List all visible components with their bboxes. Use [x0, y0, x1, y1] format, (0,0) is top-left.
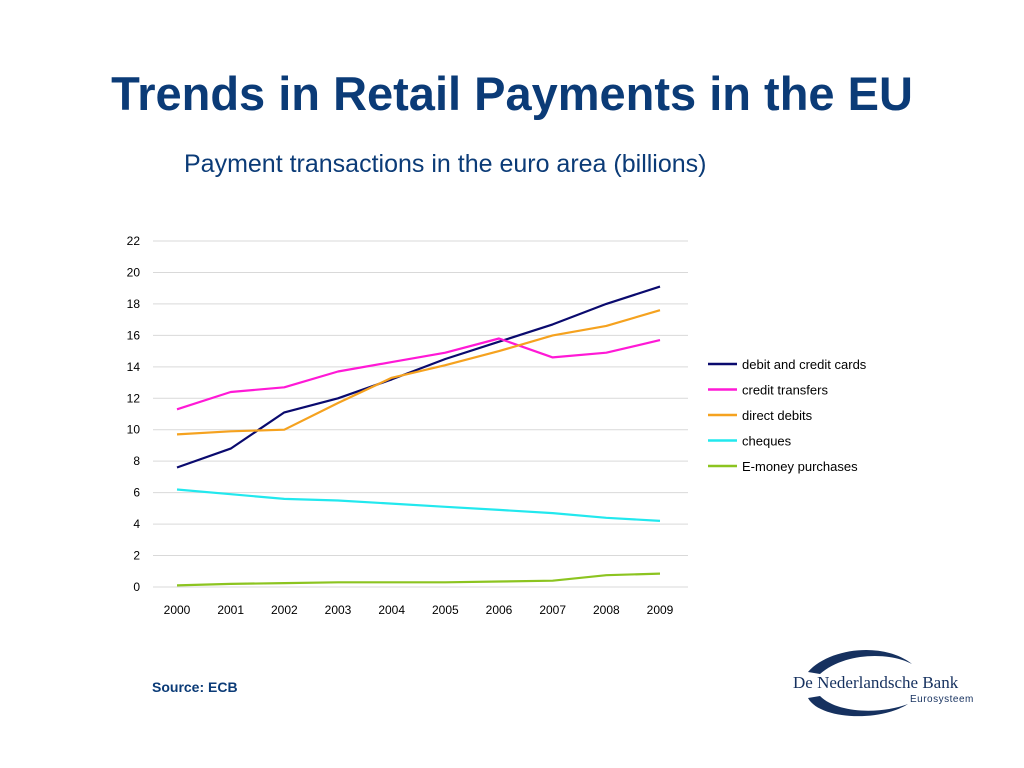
dnb-logo-arcs-icon: [808, 650, 912, 717]
chart-grid: [153, 240, 688, 588]
series-line-0: [176, 285, 661, 469]
legend-label-4: E-money purchases: [742, 459, 858, 474]
x-tick-label: 2000: [164, 603, 191, 617]
series-line-1: [176, 337, 661, 411]
y-tick-label: 20: [127, 265, 141, 279]
y-tick-label: 16: [127, 328, 141, 342]
x-tick-label: 2005: [432, 603, 459, 617]
series-line-4: [176, 572, 661, 587]
dnb-logo-name: De Nederlandsche Bank: [793, 673, 959, 692]
legend-label-3: cheques: [742, 434, 792, 449]
y-tick-label: 10: [127, 423, 141, 437]
y-tick-label: 22: [127, 234, 141, 248]
y-tick-label: 18: [127, 297, 141, 311]
y-tick-label: 12: [127, 391, 141, 405]
source-note: Source: ECB: [152, 679, 238, 695]
y-tick-label: 2: [133, 549, 140, 563]
chart-series: [176, 285, 661, 587]
y-tick-label: 14: [127, 360, 141, 374]
x-tick-label: 2002: [271, 603, 298, 617]
dnb-logo-sub: Eurosysteem: [910, 694, 974, 705]
x-tick-label: 2009: [647, 603, 674, 617]
y-tick-label: 8: [133, 454, 140, 468]
x-tick-label: 2004: [378, 603, 405, 617]
x-tick-label: 2007: [539, 603, 566, 617]
y-tick-label: 4: [133, 517, 140, 531]
x-axis-ticks: 2000 2001 2002 2003 2004 2005 2006 2007 2008 2009: [164, 603, 674, 617]
slide-title: Trends in Retail Payments in the EU: [111, 67, 913, 120]
dnb-logo: De Nederlandsche Bank Eurosysteem: [790, 642, 980, 722]
x-tick-label: 2001: [217, 603, 244, 617]
y-tick-label: 6: [133, 486, 140, 500]
chart-subtitle: Payment transactions in the euro area (b…: [184, 150, 707, 178]
x-tick-label: 2008: [593, 603, 620, 617]
y-axis-ticks: 0 2 4 6 8 10 12 14 16 18 20 22: [127, 234, 141, 594]
legend-label-2: direct debits: [742, 408, 813, 423]
x-tick-label: 2006: [486, 603, 513, 617]
y-tick-label: 0: [133, 580, 140, 594]
series-line-3: [176, 488, 661, 522]
legend-label-1: credit transfers: [742, 383, 828, 398]
x-tick-label: 2003: [325, 603, 352, 617]
series-line-2: [176, 309, 661, 436]
legend-label-0: debit and credit cards: [742, 357, 867, 372]
chart-legend: debit and credit cards credit transfers di…: [708, 357, 867, 474]
